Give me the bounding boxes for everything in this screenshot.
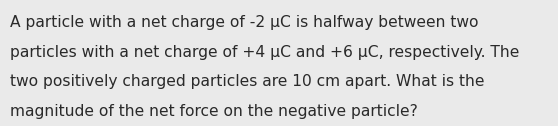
Text: magnitude of the net force on the negative particle?: magnitude of the net force on the negati…: [10, 104, 418, 119]
Text: particles with a net charge of +4 μC and +6 μC, respectively. The: particles with a net charge of +4 μC and…: [10, 45, 519, 60]
Text: two positively charged particles are 10 cm apart. What is the: two positively charged particles are 10 …: [10, 74, 484, 89]
Text: A particle with a net charge of -2 μC is halfway between two: A particle with a net charge of -2 μC is…: [10, 15, 479, 30]
